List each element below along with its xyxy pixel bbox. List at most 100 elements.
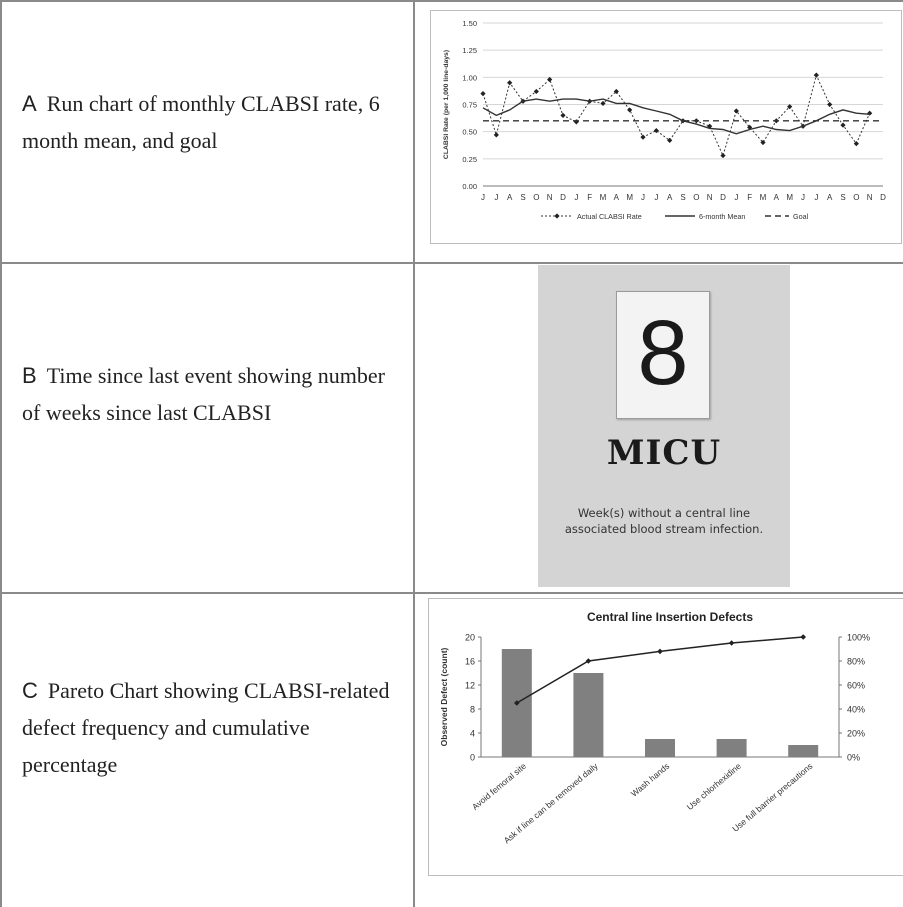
x-tick-label: M — [786, 193, 793, 202]
x-tick-label: D — [880, 193, 886, 202]
row-divider-1 — [0, 262, 903, 264]
y-tick-label: 1.25 — [462, 46, 477, 55]
bar — [573, 673, 604, 757]
y2-tick-label: 80% — [847, 657, 865, 667]
y-tick-label: 20 — [465, 633, 475, 643]
data-point — [493, 132, 499, 138]
data-point — [627, 107, 633, 113]
x-tick-label: N — [867, 193, 873, 202]
cumulative-point — [800, 634, 806, 640]
run-chart: 0.00 0.25 0.50 0.75 1.00 1.25 1.50 J J A S O N D J F M A M… — [430, 10, 902, 244]
x-tick-label: Use full barrier precautions — [730, 761, 814, 834]
y-tick-label: 1.00 — [462, 73, 477, 82]
run-chart-svg: 0.000.250.500.751.001.251.50J J A S O N D J F M A M… — [443, 19, 886, 221]
y2-tick-label: 100% — [847, 633, 870, 643]
x-tick-label: A — [827, 193, 833, 202]
x-tick-label: Use chlorhexidine — [685, 761, 743, 812]
x-tick-label: Wash hands — [629, 761, 671, 799]
legend-label: Actual CLABSI Rate — [577, 212, 642, 221]
panel-b-caption: B Time since last event showing number of… — [22, 357, 392, 431]
y-tick-label: 0.25 — [462, 155, 477, 164]
x-tick-label: M — [626, 193, 633, 202]
legend-marker — [554, 213, 560, 219]
cumulative-point — [728, 640, 735, 646]
data-point — [840, 122, 846, 128]
series-line-1 — [482, 73, 871, 158]
x-tick-label: S — [840, 193, 845, 202]
x-tick-label: M — [760, 193, 767, 202]
series-line-2 — [482, 98, 870, 135]
table-left-border — [0, 0, 2, 907]
data-point — [707, 123, 713, 129]
data-point — [573, 119, 579, 125]
x-tick-label: D — [720, 193, 726, 202]
x-tick-label: J — [481, 193, 485, 202]
x-tick-label: D — [560, 193, 566, 202]
x-tick-label: M — [600, 193, 607, 202]
x-tick-label: N — [707, 193, 713, 202]
cumulative-line — [516, 636, 804, 704]
unit-label: MICU — [606, 433, 722, 473]
micu-sign-photo: 8 MICU Week(s) without a central line as… — [538, 265, 790, 587]
legend-label: Goal — [793, 212, 809, 221]
pareto-chart: Central line Insertion Defects 0 4 8 12 16 20 0… — [428, 598, 903, 876]
panel-a-caption: A Run chart of monthly CLABSI rate, 6 mon… — [22, 85, 392, 159]
y-tick-label: 0.75 — [462, 101, 477, 110]
data-point — [480, 91, 486, 97]
y-axis-label: Observed Defect (count) — [439, 647, 449, 746]
bar — [645, 739, 675, 757]
y-axis-label: CLABSI Rate (per 1,000 line-days) — [443, 50, 450, 159]
y-tick-label: 16 — [465, 657, 475, 667]
x-tick-label: J — [814, 193, 818, 202]
x-tick-label: F — [747, 193, 752, 202]
panel-c-letter: C — [22, 678, 38, 703]
panel-c-caption: C Pareto Chart showing CLABSI-related def… — [22, 672, 392, 783]
data-point — [733, 108, 739, 114]
y2-tick-label: 0% — [847, 753, 860, 763]
y2-tick-label: 60% — [847, 681, 865, 691]
x-tick-label: N — [547, 193, 553, 202]
y2-tick-label: 20% — [847, 729, 865, 739]
data-point — [760, 139, 766, 146]
data-point — [720, 152, 726, 159]
data-point — [507, 80, 513, 86]
x-tick-label: J — [734, 193, 738, 202]
x-tick-label: J — [494, 193, 498, 202]
panel-c-text: Pareto Chart showing CLABSI-related defe… — [22, 678, 390, 777]
y-tick-label: 4 — [470, 729, 475, 739]
legend-label: 6-month Mean — [699, 212, 745, 221]
x-tick-label: A — [507, 193, 513, 202]
y2-tick-label: 40% — [847, 705, 865, 715]
panel-a-text: Run chart of monthly CLABSI rate, 6 mont… — [22, 91, 380, 153]
y-tick-label: 0 — [470, 753, 475, 763]
panel-b-text: Time since last event showing number of … — [22, 363, 386, 425]
data-point — [640, 134, 646, 140]
x-tick-label: O — [533, 193, 539, 202]
weeks-counter-card: 8 — [616, 291, 710, 419]
x-tick-label: J — [801, 193, 805, 202]
x-tick-label: A — [774, 193, 780, 202]
y-tick-label: 8 — [470, 705, 475, 715]
row-divider-2 — [0, 592, 903, 594]
bar — [788, 745, 819, 757]
data-point — [867, 110, 873, 116]
data-point — [813, 72, 819, 78]
column-divider — [413, 0, 415, 907]
data-point — [560, 112, 566, 118]
x-tick-label: J — [641, 193, 645, 202]
chart-title: Central line Insertion Defects — [587, 610, 753, 624]
bar — [716, 739, 747, 757]
cumulative-point — [657, 648, 663, 655]
data-point — [853, 141, 859, 147]
sign-caption: Week(s) without a central line associate… — [564, 506, 764, 536]
x-tick-label: S — [520, 193, 525, 202]
x-tick-label: A — [667, 193, 673, 202]
y-tick-label: 0.00 — [462, 182, 477, 191]
table-top-border — [0, 0, 903, 2]
cumulative-point — [514, 700, 520, 706]
data-point — [747, 124, 753, 130]
data-point — [600, 100, 606, 107]
x-tick-label: J — [654, 193, 658, 202]
y-tick-label: 0.50 — [462, 128, 477, 137]
